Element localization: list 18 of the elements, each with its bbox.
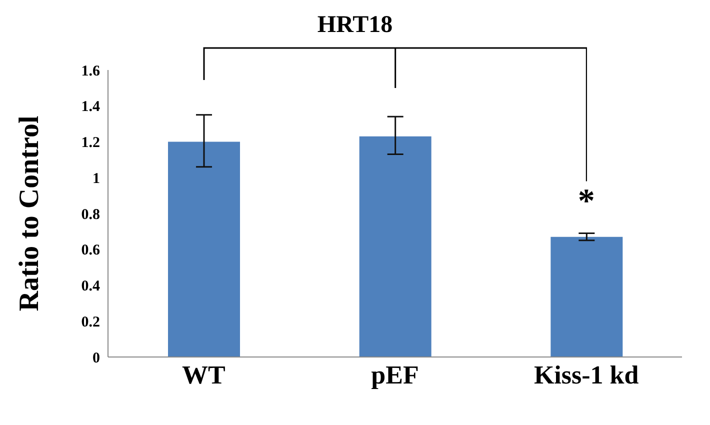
y-tick-label: 1.2 — [81, 135, 100, 152]
y-tick-label: 1 — [92, 170, 100, 187]
y-tick-label: 0.4 — [81, 278, 100, 295]
x-tick-label: pEF — [371, 360, 419, 390]
y-tick-label: 0.8 — [81, 206, 100, 223]
y-tick-label: 0.6 — [81, 242, 100, 259]
bar — [359, 136, 432, 357]
y-axis-title: Ratio to Control — [14, 116, 45, 312]
y-tick-label: 1.4 — [81, 99, 100, 116]
bar — [168, 142, 240, 357]
y-tick-label: 1.6 — [81, 63, 100, 80]
y-tick-label: 0.2 — [81, 314, 100, 330]
y-tick-label: 0 — [92, 350, 100, 366]
x-tick-label: WT — [182, 360, 226, 390]
chart-title: HRT18 — [316, 12, 394, 39]
annotation: * — [576, 183, 596, 220]
x-tick-label: Kiss-1 kd — [534, 360, 640, 390]
bar — [550, 236, 623, 357]
